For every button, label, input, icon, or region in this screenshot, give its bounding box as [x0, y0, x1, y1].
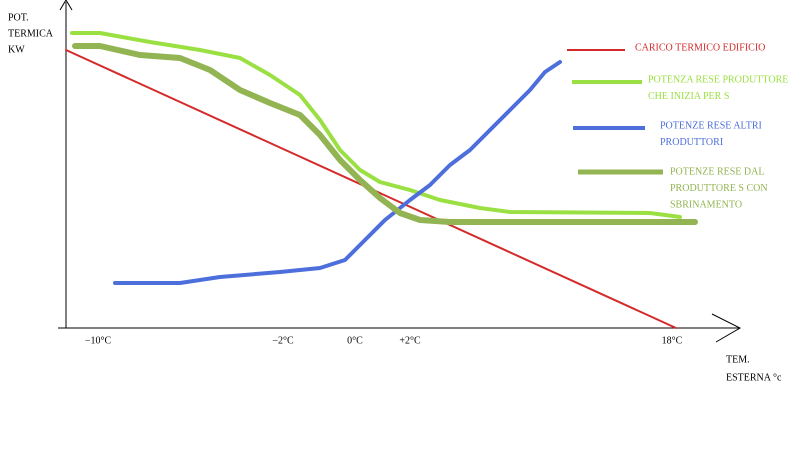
x-tick-label: 0°C	[347, 335, 363, 346]
axes	[58, 0, 742, 343]
legend-label: PRODUTTORI	[660, 137, 723, 148]
legend-label: POTENZA RESE PRODUTTORE	[648, 74, 788, 85]
curve	[113, 60, 562, 285]
x-tick-label: −2°C	[272, 335, 294, 346]
x-tick-label: 18°C	[662, 335, 683, 346]
legend-label: CARICO TERMICO EDIFICIO	[635, 42, 765, 53]
legend-label: POTENZE RESE DAL	[670, 166, 764, 177]
x-arrow	[711, 313, 742, 343]
y-axis-label: KW	[8, 44, 25, 55]
curve	[72, 43, 698, 225]
curve	[70, 31, 682, 219]
legend-label: POTENZE RESE ALTRI	[660, 120, 762, 131]
y-arrow	[59, 0, 73, 11]
legend-label: CHE INIZIA PER S	[648, 91, 729, 102]
x-axis-label: ESTERNA °c	[726, 372, 782, 383]
legend-label: PRODUTTORE S CON	[670, 183, 768, 194]
y-axis-label: POT.	[8, 12, 29, 23]
curves	[65, 31, 698, 329]
y-axis-label: TERMICA	[8, 28, 54, 39]
x-tick-label: +2°C	[399, 335, 421, 346]
x-axis-label: TEM.	[726, 354, 750, 365]
x-tick-label: −10°C	[85, 335, 112, 346]
legend-label: SBRINAMENTO	[670, 199, 742, 210]
